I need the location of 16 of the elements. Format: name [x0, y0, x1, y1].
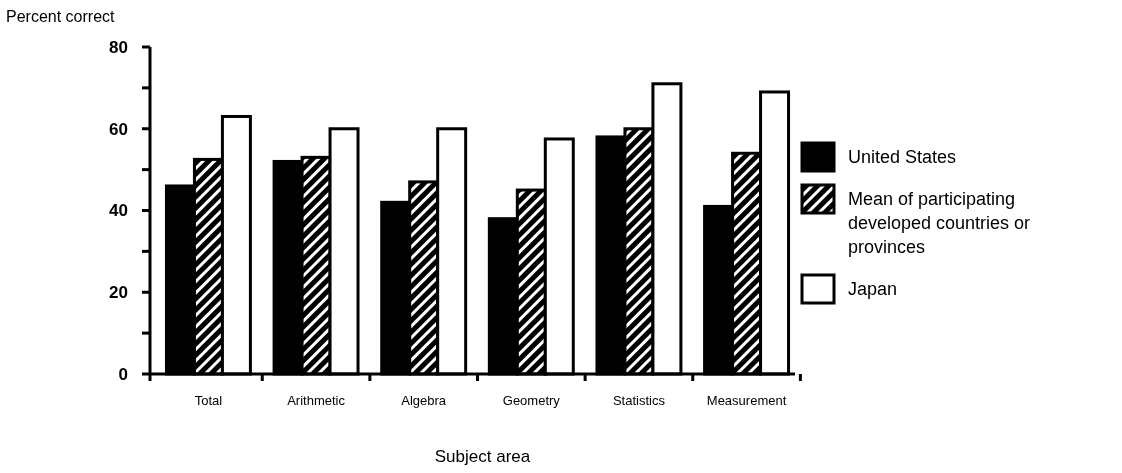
- x-tick-label: Arithmetic: [287, 393, 346, 408]
- x-tick-label: Total: [194, 393, 223, 408]
- y-tick-label: 0: [118, 364, 128, 384]
- y-tick-label: 20: [109, 283, 128, 303]
- x-tick-label: Geometry: [502, 393, 561, 408]
- y-tick-label: 40: [109, 201, 128, 221]
- legend-label: United States: [848, 147, 957, 167]
- x-tick-label: Measurement: [706, 393, 787, 408]
- y-axis-title: Percent correct: [6, 8, 116, 25]
- legend-label: Japan: [848, 279, 898, 299]
- x-axis-title: Subject area: [434, 447, 531, 466]
- y-tick-label: 80: [109, 37, 128, 57]
- x-tick-label: Algebra: [401, 393, 447, 408]
- legend-label: Mean of participating developed countries or provinces: [848, 189, 1031, 257]
- y-tick-label: 60: [109, 119, 128, 139]
- x-tick-label: Statistics: [612, 393, 666, 408]
